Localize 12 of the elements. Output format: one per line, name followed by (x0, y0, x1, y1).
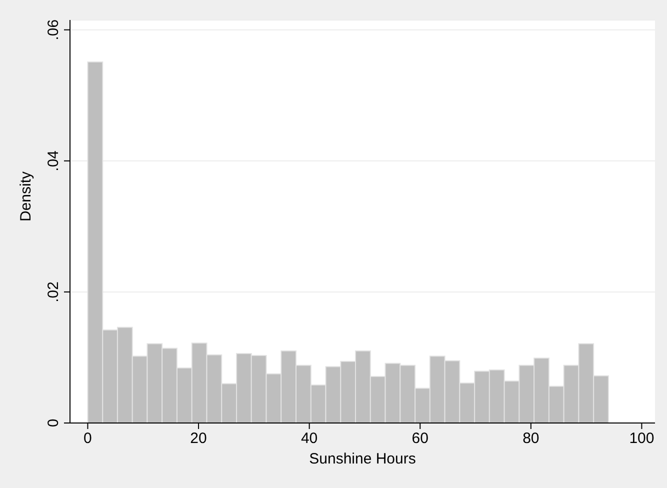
x-tick-label: 60 (412, 430, 428, 447)
y-tick-label: 0 (45, 418, 62, 428)
y-tick-label: .06 (45, 19, 62, 40)
x-tick-label: 20 (190, 430, 207, 447)
y-axis-title: Density (17, 170, 34, 222)
x-tick-label: 80 (522, 430, 540, 447)
y-tick-label: .04 (45, 150, 62, 172)
x-tick-label: 40 (300, 430, 318, 447)
x-axis-title: Sunshine Hours (309, 450, 416, 468)
x-tick-label: 0 (84, 430, 92, 447)
y-tick-label: .02 (45, 282, 62, 302)
x-tick-label: 100 (629, 430, 654, 447)
